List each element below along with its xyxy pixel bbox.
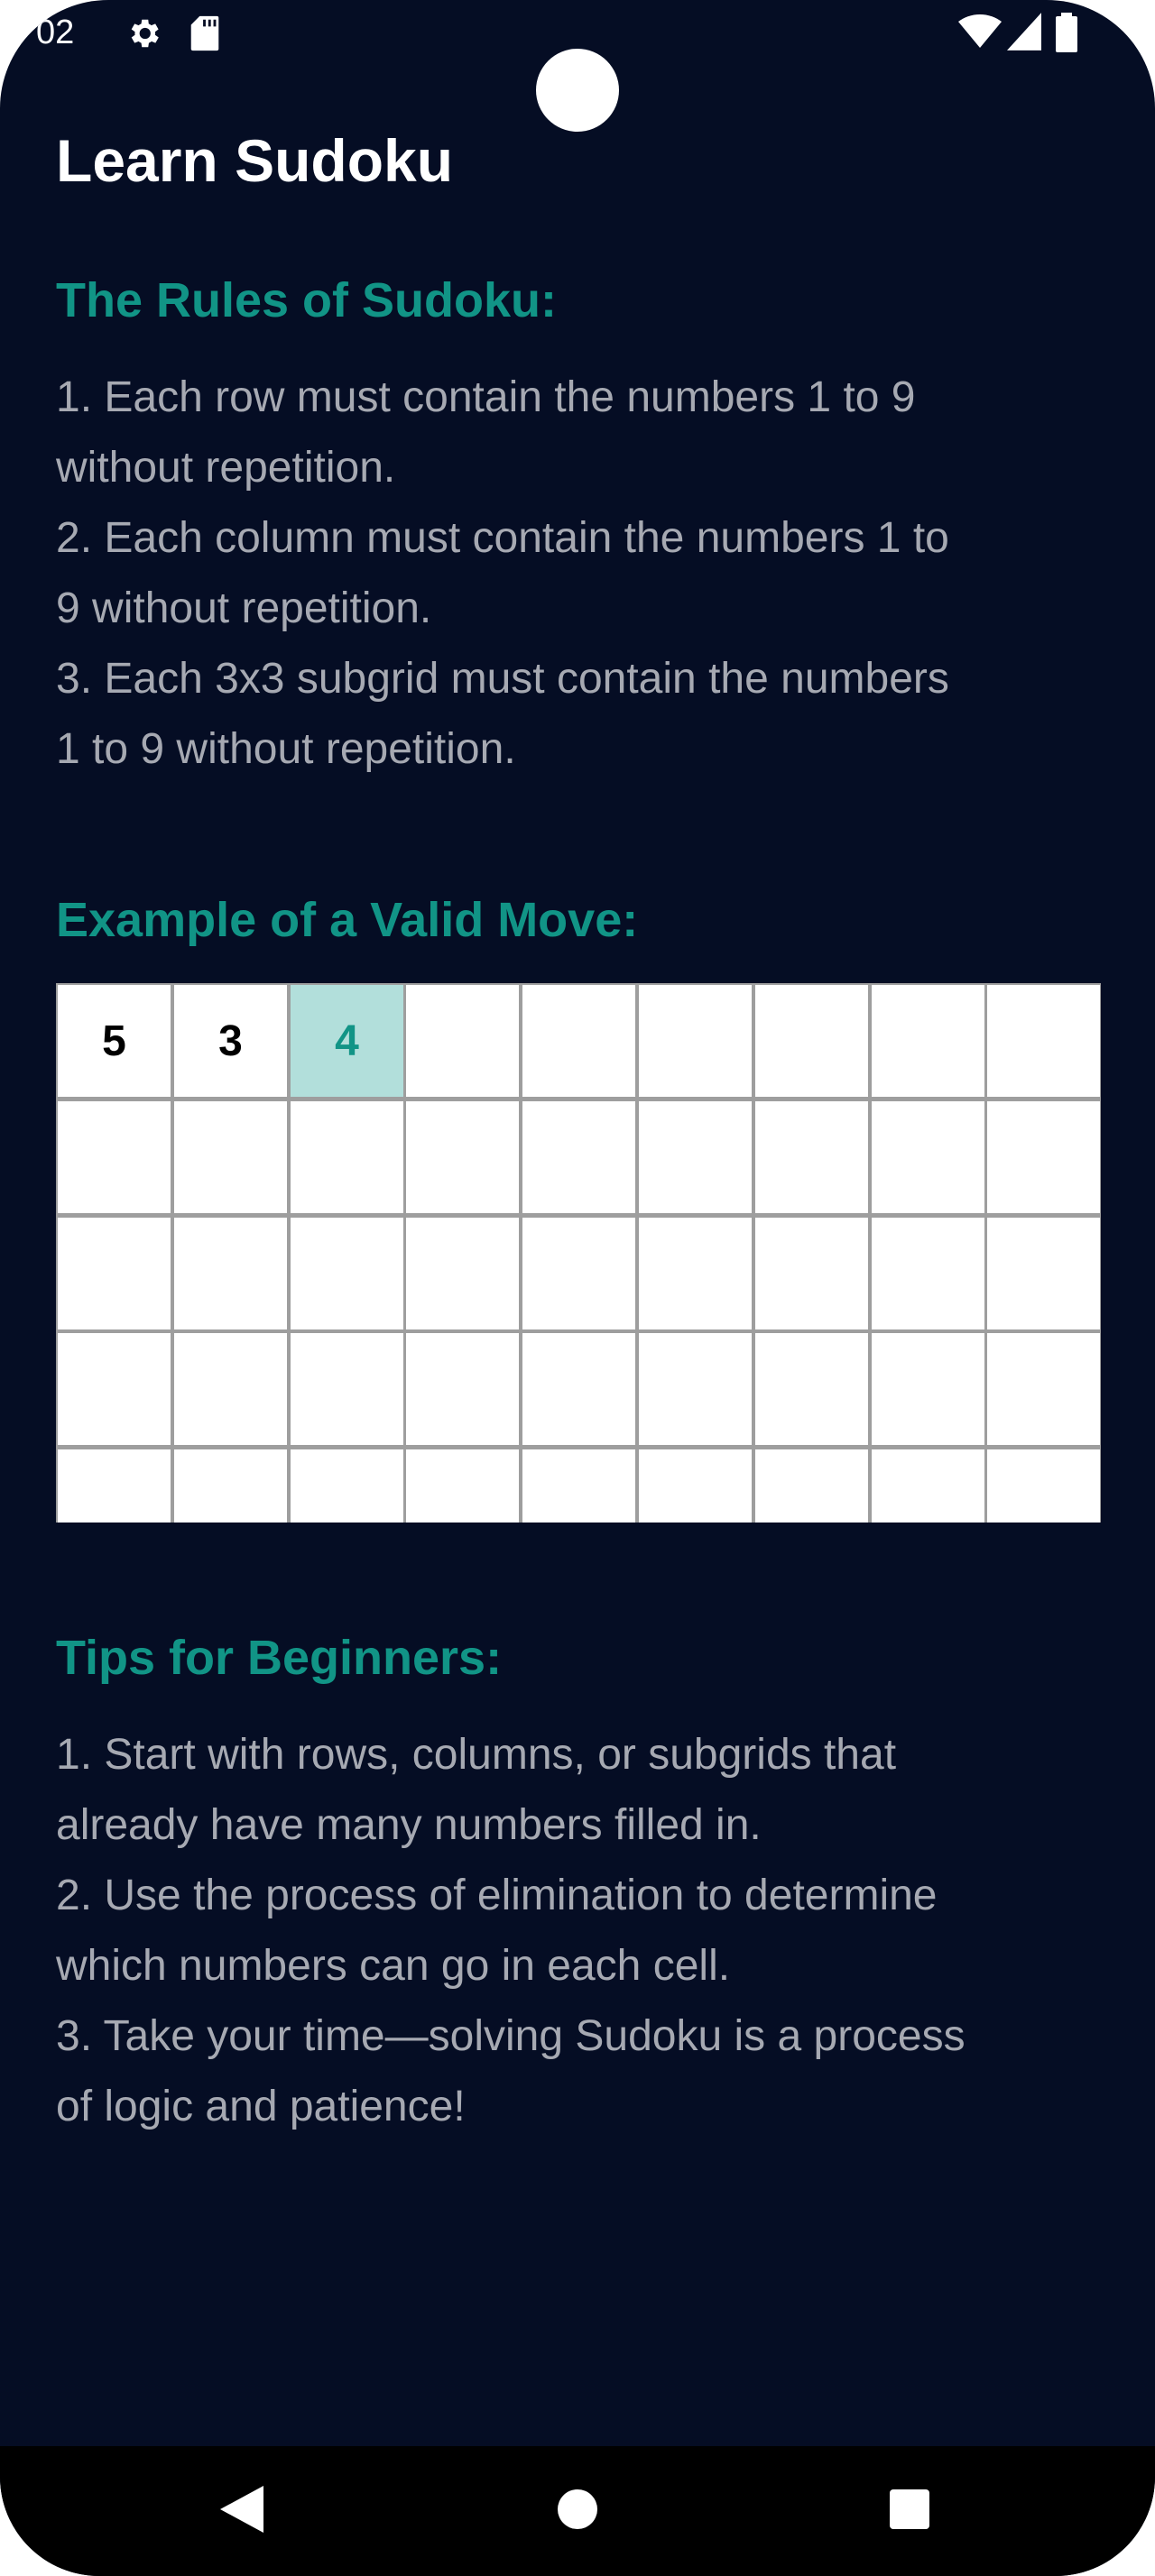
rules-line: 1. Each row must contain the numbers 1 t… bbox=[56, 363, 1112, 433]
tips-line: of logic and patience! bbox=[56, 2072, 1112, 2142]
sudoku-cell bbox=[872, 985, 984, 1097]
sudoku-cell bbox=[291, 1333, 403, 1445]
recents-icon bbox=[890, 2489, 929, 2534]
sudoku-cell bbox=[58, 1101, 171, 1213]
sudoku-cell bbox=[755, 1101, 868, 1213]
wifi-icon bbox=[958, 13, 1002, 55]
sd-card-icon bbox=[188, 14, 222, 57]
back-icon bbox=[220, 2486, 263, 2537]
sudoku-cell bbox=[755, 1333, 868, 1445]
rules-line: 9 without repetition. bbox=[56, 574, 1112, 644]
sudoku-cell bbox=[58, 1218, 171, 1329]
sudoku-cell bbox=[872, 1101, 984, 1213]
gear-icon bbox=[125, 14, 162, 57]
tips-line: 2. Use the process of elimination to det… bbox=[56, 1861, 1112, 1931]
sudoku-cell bbox=[639, 985, 752, 1097]
sudoku-cell bbox=[522, 1218, 635, 1329]
sudoku-cell bbox=[987, 985, 1100, 1097]
recents-button[interactable] bbox=[846, 2446, 973, 2576]
sudoku-cell bbox=[406, 1449, 519, 1523]
tips-text: 1. Start with rows, columns, or subgrids… bbox=[56, 1720, 1112, 2142]
camera-cutout bbox=[536, 49, 619, 132]
sudoku-cell bbox=[406, 1101, 519, 1213]
rules-line: 2. Each column must contain the numbers … bbox=[56, 503, 1112, 574]
sudoku-cell bbox=[174, 1101, 287, 1213]
battery-icon bbox=[1056, 13, 1077, 57]
rules-line: 3. Each 3x3 subgrid must contain the num… bbox=[56, 644, 1112, 714]
sudoku-cell bbox=[987, 1218, 1100, 1329]
page-title: Learn Sudoku bbox=[56, 124, 453, 197]
sudoku-cell: 3 bbox=[174, 985, 287, 1097]
tips-line: 1. Start with rows, columns, or subgrids… bbox=[56, 1720, 1112, 1790]
home-button[interactable] bbox=[514, 2446, 641, 2576]
sudoku-cell bbox=[406, 1218, 519, 1329]
example-heading: Example of a Valid Move: bbox=[56, 888, 638, 952]
sudoku-cell bbox=[522, 1449, 635, 1523]
home-icon bbox=[558, 2489, 597, 2534]
sudoku-cell bbox=[755, 1218, 868, 1329]
sudoku-cell bbox=[639, 1449, 752, 1523]
tips-line: 3. Take your time—solving Sudoku is a pr… bbox=[56, 2001, 1112, 2072]
sudoku-cell bbox=[522, 1333, 635, 1445]
sudoku-cell-highlighted: 4 bbox=[291, 985, 403, 1097]
navigation-bar bbox=[0, 2446, 1155, 2576]
sudoku-cell bbox=[406, 985, 519, 1097]
status-time: 02 bbox=[36, 14, 74, 51]
sudoku-cell bbox=[291, 1101, 403, 1213]
sudoku-cell bbox=[639, 1101, 752, 1213]
sudoku-cell bbox=[755, 985, 868, 1097]
tips-line: which numbers can go in each cell. bbox=[56, 1931, 1112, 2001]
sudoku-cell bbox=[58, 1449, 171, 1523]
sudoku-cell bbox=[174, 1449, 287, 1523]
tips-heading: Tips for Beginners: bbox=[56, 1626, 502, 1689]
sudoku-cell bbox=[522, 1101, 635, 1213]
sudoku-cell bbox=[58, 1333, 171, 1445]
sudoku-cell bbox=[291, 1218, 403, 1329]
sudoku-cell bbox=[987, 1333, 1100, 1445]
sudoku-cell bbox=[755, 1449, 868, 1523]
sudoku-cell bbox=[872, 1449, 984, 1523]
rules-line: without repetition. bbox=[56, 433, 1112, 503]
rules-text: 1. Each row must contain the numbers 1 t… bbox=[56, 363, 1112, 785]
sudoku-cell bbox=[639, 1218, 752, 1329]
sudoku-cell bbox=[872, 1333, 984, 1445]
sudoku-cell bbox=[291, 1449, 403, 1523]
sudoku-cell bbox=[987, 1101, 1100, 1213]
rules-line: 1 to 9 without repetition. bbox=[56, 714, 1112, 785]
sudoku-cell bbox=[987, 1449, 1100, 1523]
sudoku-cell bbox=[174, 1218, 287, 1329]
sudoku-cell bbox=[639, 1333, 752, 1445]
sudoku-cell bbox=[522, 985, 635, 1097]
cell-signal-icon bbox=[1007, 13, 1041, 55]
sudoku-cell bbox=[174, 1333, 287, 1445]
sudoku-cell bbox=[872, 1218, 984, 1329]
sudoku-cell bbox=[406, 1333, 519, 1445]
tips-line: already have many numbers filled in. bbox=[56, 1790, 1112, 1861]
rules-heading: The Rules of Sudoku: bbox=[56, 269, 557, 332]
back-button[interactable] bbox=[179, 2446, 305, 2576]
sudoku-cell: 5 bbox=[58, 985, 171, 1097]
